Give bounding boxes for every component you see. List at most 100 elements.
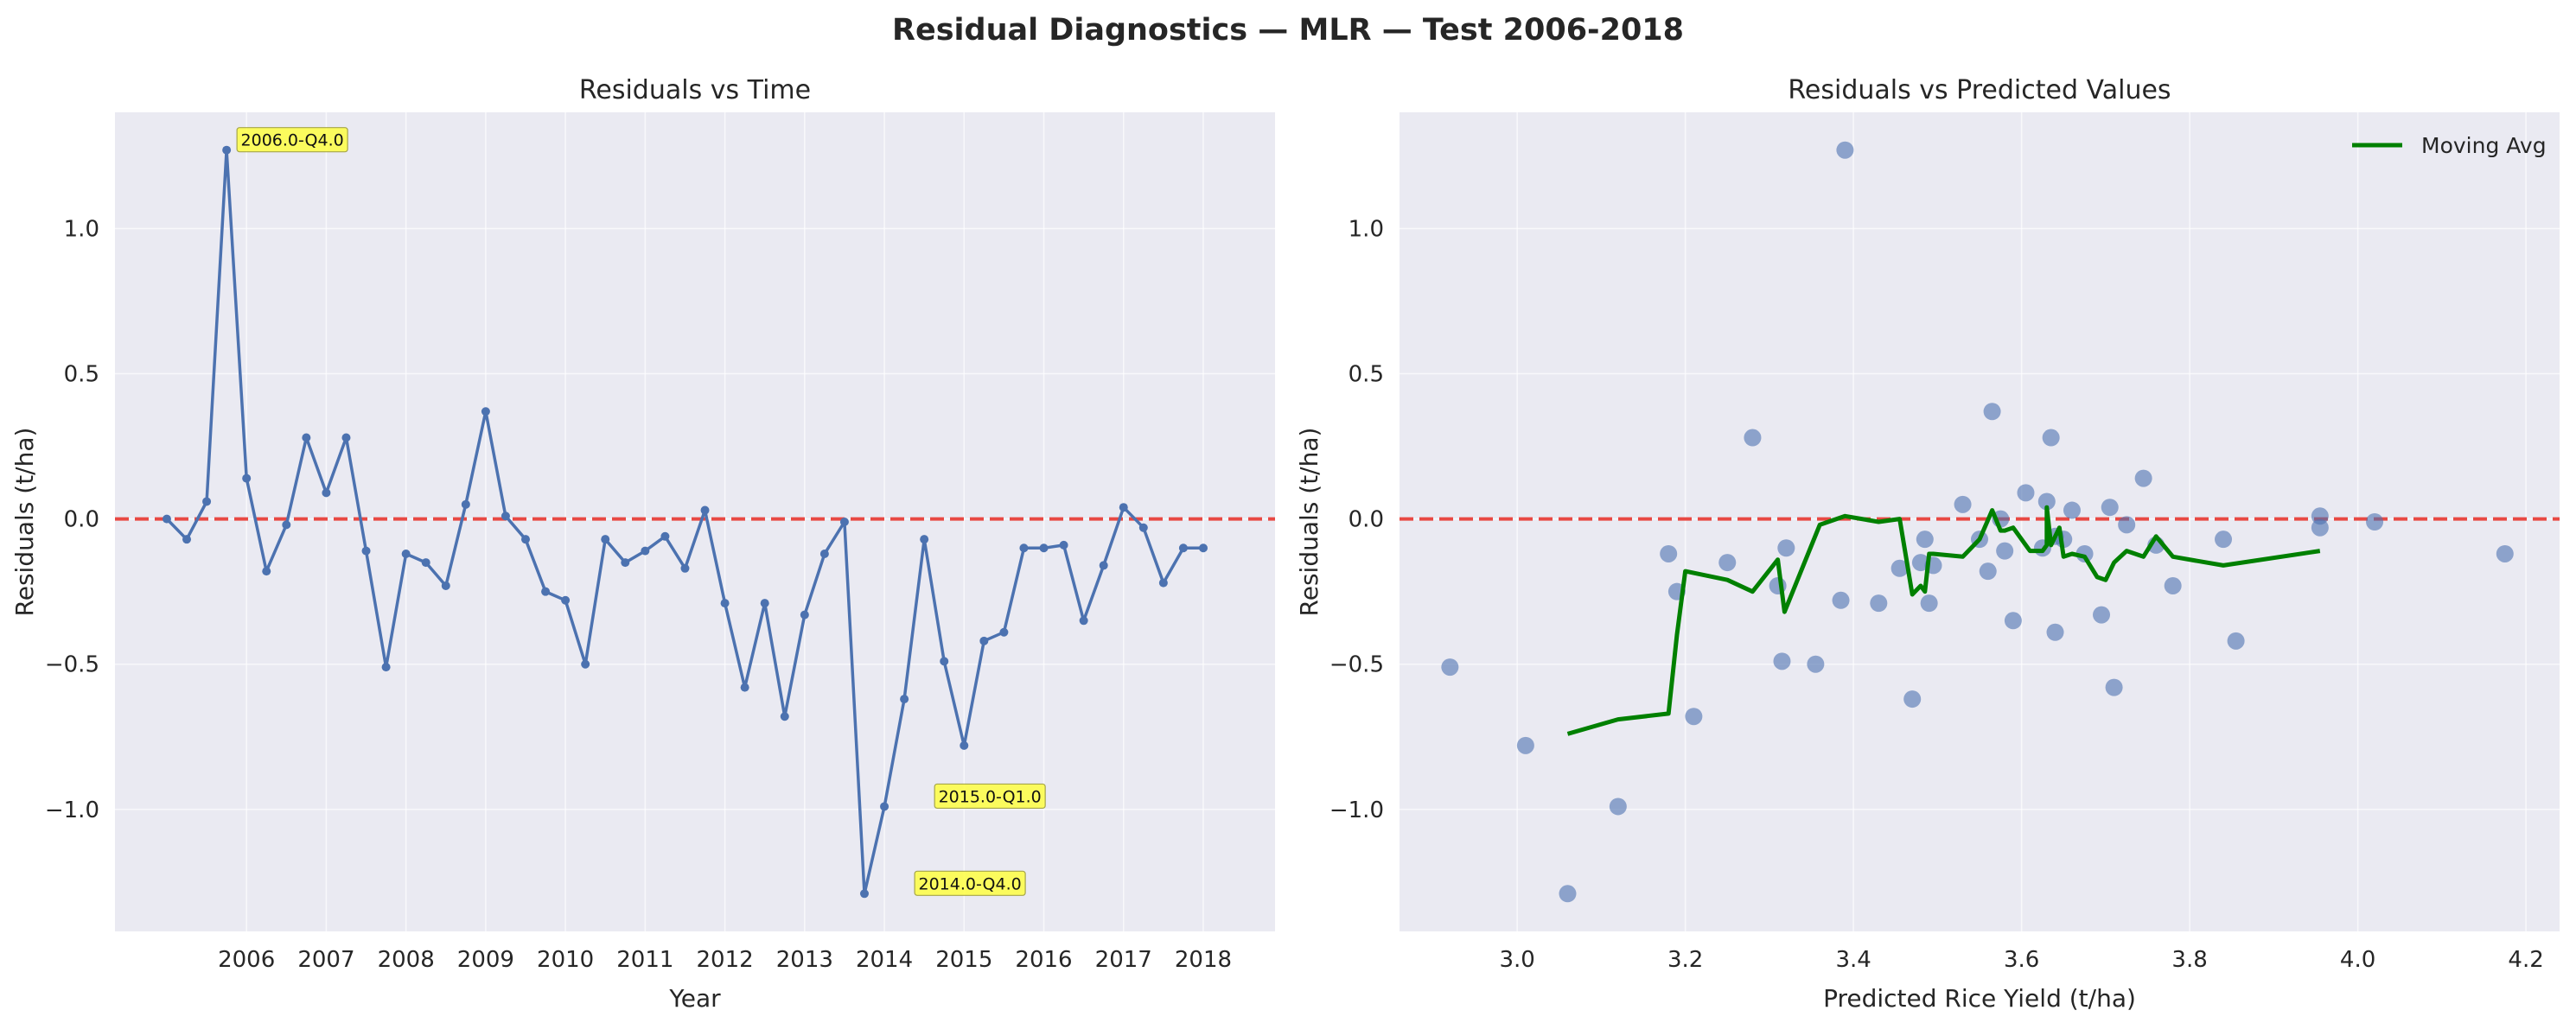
scatter-point — [2105, 678, 2123, 696]
residual-point — [800, 610, 809, 620]
residual-point — [441, 581, 450, 590]
legend-label: Moving Avg — [2421, 133, 2547, 158]
residual-point — [401, 549, 411, 558]
residual-point — [581, 659, 590, 669]
scatter-point — [1979, 562, 1997, 581]
residual-point — [202, 497, 212, 506]
annotation-box — [914, 870, 1026, 896]
scatter-point — [1920, 594, 1938, 613]
residual-point — [999, 627, 1009, 637]
y-tick-label: −0.5 — [1329, 652, 1384, 678]
residual-point — [621, 558, 630, 568]
axes-title: Residuals vs Predicted Values — [1788, 75, 2171, 105]
scatter-point — [1836, 141, 1854, 159]
scatter-point — [1559, 885, 1577, 903]
residual-point — [501, 512, 510, 521]
residual-point — [222, 145, 232, 155]
residual-point — [760, 599, 769, 608]
scatter-point — [2042, 429, 2060, 447]
annotation-label: 2015.0-Q1.0 — [939, 787, 1042, 806]
x-tick-label: 2006 — [218, 947, 275, 973]
figure-title: Residual Diagnostics — MLR — Test 2006-2… — [892, 13, 1684, 48]
residual-point — [940, 657, 949, 666]
x-axis-label: Year — [668, 984, 721, 1013]
residual-point — [1039, 543, 1049, 553]
residual-point — [521, 535, 531, 544]
residual-point — [541, 587, 551, 596]
x-tick-label: 3.6 — [2004, 947, 2039, 973]
scatter-point — [1777, 539, 1795, 557]
plot-area — [115, 112, 1275, 931]
residual-point — [421, 558, 430, 568]
scatter-point — [2093, 606, 2111, 624]
scatter-point — [2004, 612, 2022, 630]
scatter-point — [1954, 495, 1972, 513]
annotation-box — [236, 127, 348, 153]
residual-point — [381, 663, 391, 672]
x-tick-label: 4.0 — [2340, 947, 2375, 973]
scatter-point — [1983, 403, 2001, 421]
axes-title: Residuals vs Time — [579, 75, 811, 105]
residual-point — [1059, 540, 1068, 550]
residual-point — [182, 535, 192, 544]
scatter-point — [2017, 484, 2035, 502]
residual-point — [481, 407, 490, 416]
scatter-point — [2227, 632, 2245, 650]
annotation-label: 2006.0-Q4.0 — [241, 131, 344, 150]
annotation-label: 2014.0-Q4.0 — [919, 874, 1022, 893]
residual-point — [859, 889, 869, 899]
scatter-point — [1441, 658, 1459, 677]
y-axis-label: Residuals (t/ha) — [1295, 428, 1323, 617]
x-tick-label: 2012 — [697, 947, 754, 973]
annotation-box — [934, 783, 1046, 810]
scatter-point — [1891, 559, 1909, 577]
residual-point — [1099, 561, 1108, 570]
scatter-point — [1685, 708, 1703, 726]
x-axis-label: Predicted Rice Yield (t/ha) — [1823, 984, 2136, 1013]
residual-point — [839, 518, 849, 526]
residual-point — [162, 514, 171, 524]
residual-point — [361, 546, 371, 556]
residual-point — [780, 712, 789, 721]
x-tick-label: 2015 — [935, 947, 992, 973]
x-tick-label: 3.0 — [1499, 947, 1534, 973]
scatter-point — [1870, 594, 1888, 613]
residuals-vs-time-panel: 2006 2007 2008 2009 2010 2011 2012 2013 2014 2015… — [10, 75, 1275, 1013]
residual-point — [242, 473, 252, 483]
y-tick-label: 1.0 — [1349, 216, 1384, 242]
scatter-point — [2366, 513, 2384, 531]
residual-point — [1079, 616, 1088, 626]
residual-point — [720, 599, 730, 608]
residual-point — [262, 567, 271, 576]
residual-point — [1158, 578, 1168, 588]
x-tick-label: 2014 — [856, 947, 913, 973]
scatter-point — [1660, 544, 1678, 562]
scatter-point — [1807, 655, 1825, 673]
scatter-point — [2101, 499, 2119, 517]
x-tick-label: 2008 — [378, 947, 435, 973]
y-tick-label: 1.0 — [64, 216, 99, 242]
scatter-point — [1718, 554, 1737, 572]
residual-point — [960, 740, 969, 750]
y-tick-label: 0.0 — [1349, 507, 1384, 533]
residual-point — [1138, 523, 1148, 532]
scatter-point — [2134, 469, 2152, 487]
x-tick-label: 3.2 — [1667, 947, 1703, 973]
scatter-point — [2075, 544, 2094, 562]
plot-area — [1400, 112, 2560, 931]
residual-point — [1019, 543, 1029, 553]
y-tick-label: 0.0 — [64, 507, 99, 533]
residual-point — [700, 505, 710, 515]
scatter-point — [2118, 516, 2136, 534]
x-tick-label: 2013 — [776, 947, 833, 973]
residual-point — [660, 531, 670, 541]
y-axis-label: Residuals (t/ha) — [10, 428, 39, 617]
scatter-point — [1832, 591, 1850, 609]
y-tick-label: 0.5 — [1349, 362, 1384, 388]
y-tick-label: 0.5 — [64, 362, 99, 388]
x-tick-label: 2016 — [1015, 947, 1072, 973]
scatter-point — [2496, 544, 2514, 562]
x-tick-label: 3.4 — [1835, 947, 1871, 973]
y-tick-label: −0.5 — [45, 652, 99, 678]
